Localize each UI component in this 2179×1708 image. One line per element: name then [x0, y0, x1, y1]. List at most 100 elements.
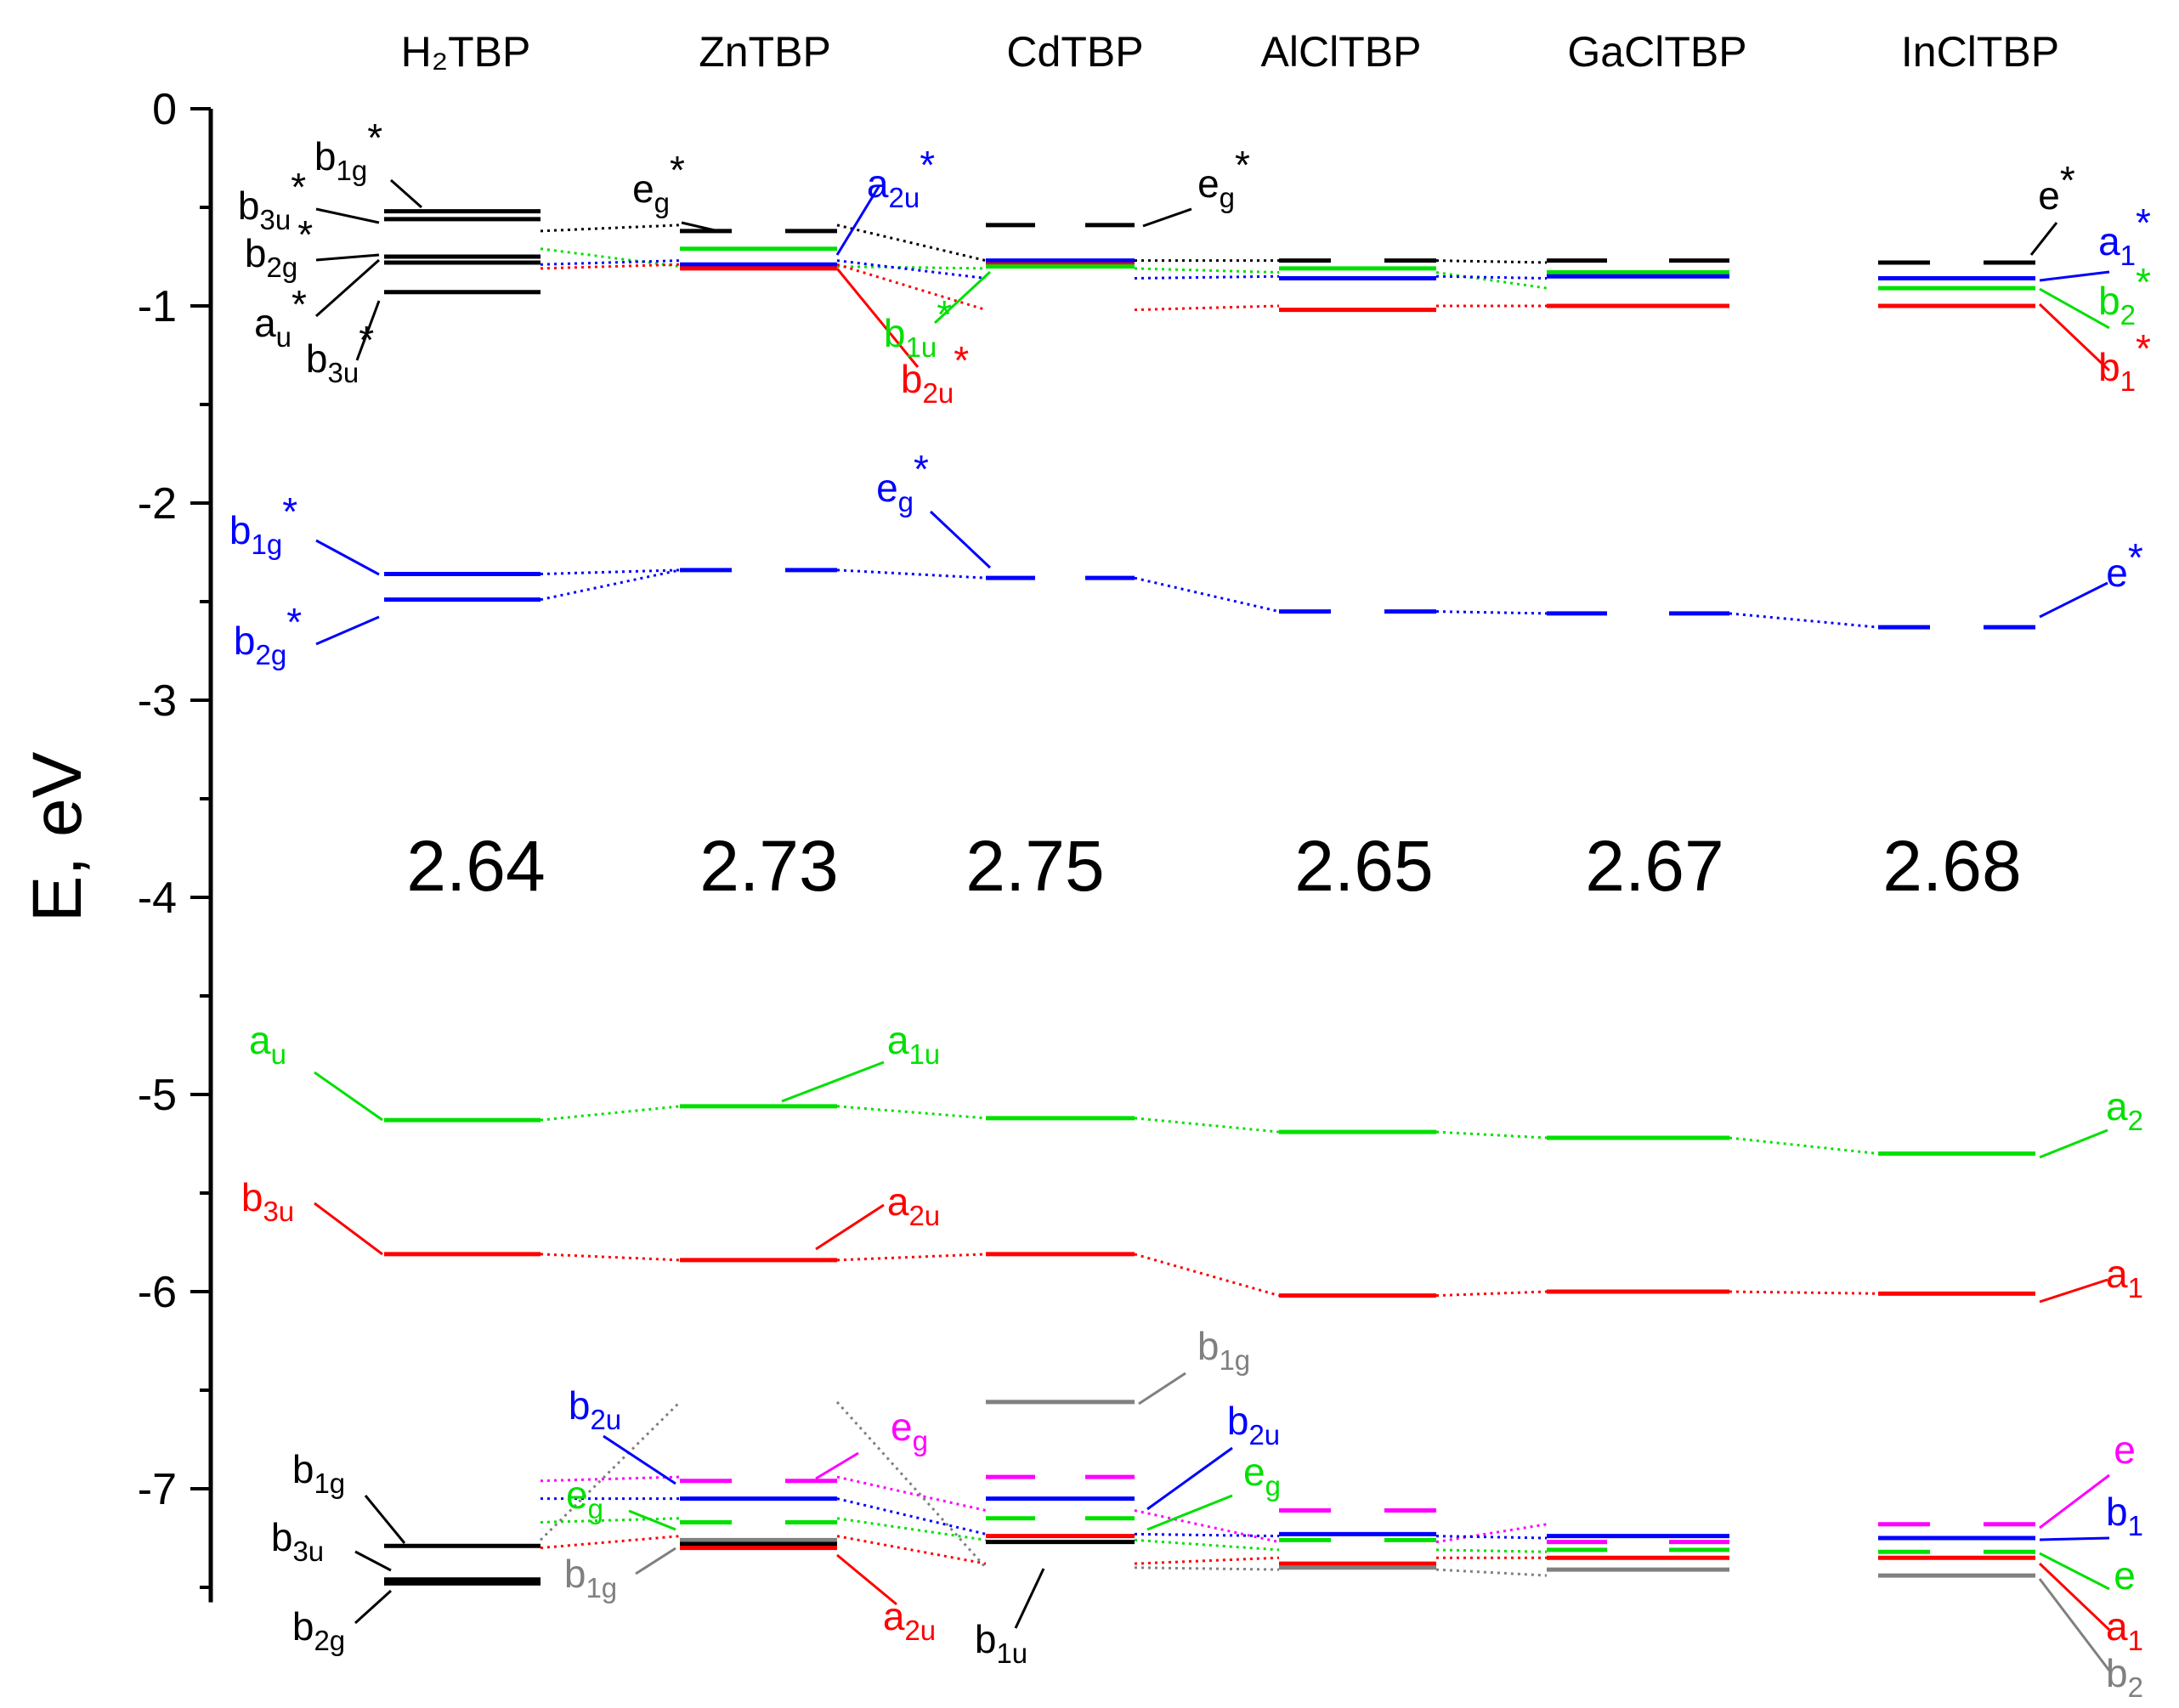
correlation-line: [1435, 1130, 1548, 1140]
orbital-label: b2g*: [245, 212, 313, 283]
orbital-label: eg*: [1197, 143, 1250, 213]
label-leader-line: [364, 1495, 406, 1544]
orbital-label: a2u: [883, 1594, 936, 1646]
correlation-line: [1134, 304, 1280, 312]
correlation-line: [1134, 1532, 1280, 1538]
label-leader-line: [2039, 1278, 2108, 1304]
label-leader-line: [315, 207, 380, 224]
label-leader-line: [354, 1550, 392, 1572]
label-leader-line: [681, 221, 719, 233]
orbital-label: a2u*: [867, 143, 935, 213]
label-leader-line: [390, 178, 422, 209]
correlation-line: [539, 1400, 682, 1541]
label-leader-line: [2038, 303, 2111, 372]
homo-lumo-gap-value: 2.65: [1294, 826, 1434, 906]
correlation-lines: [539, 223, 1879, 1577]
correlation-line: [1435, 1568, 1548, 1577]
orbital-label: b3u: [271, 1515, 324, 1567]
orbital-label: b3u*: [238, 165, 306, 235]
orbital-label: b3u*: [306, 318, 374, 388]
correlation-line: [836, 223, 987, 263]
correlation-line: [1435, 610, 1548, 615]
homo-lumo-gap-value: 2.68: [1882, 826, 2022, 906]
label-leader-line: [628, 1509, 676, 1531]
label-leader-line: [314, 1071, 383, 1122]
correlation-line: [1729, 1136, 1879, 1156]
compound-label: CdTBP: [1006, 28, 1143, 76]
y-axis: 0 -1 -2 -3 -4 -5 -6 -7 E, eV: [19, 85, 213, 1603]
correlation-line: [540, 568, 681, 576]
correlation-line: [1729, 1290, 1879, 1295]
y-axis-title: E, eV: [19, 751, 96, 922]
label-leader-line: [354, 1589, 393, 1625]
label-leader-lines: [314, 178, 2111, 1671]
correlation-line: [1134, 1253, 1280, 1298]
orbital-label: a1: [2106, 1604, 2143, 1656]
correlation-line: [540, 1253, 681, 1262]
correlation-line: [540, 247, 681, 269]
y-tick-label: -1: [138, 282, 177, 331]
label-leader-line: [1146, 1494, 1233, 1531]
correlation-line: [836, 263, 987, 312]
label-leader-line: [315, 615, 380, 646]
y-tick-label: -3: [138, 676, 177, 726]
orbital-label: e*: [2106, 535, 2143, 595]
correlation-line: [1435, 1548, 1548, 1553]
correlation-line: [836, 568, 987, 580]
correlation-line: [540, 259, 681, 266]
correlation-line: [1134, 267, 1280, 274]
label-leader-line: [314, 1202, 383, 1256]
label-leader-line: [815, 1203, 885, 1251]
compound-label: GaClTBP: [1567, 28, 1746, 76]
orbital-label: eg: [566, 1473, 603, 1524]
correlation-line: [1435, 1290, 1548, 1298]
correlation-line: [540, 1517, 681, 1524]
orbital-label: b2u*: [901, 338, 969, 409]
label-leader-line: [2038, 1562, 2111, 1632]
orbital-label: a1: [2106, 1252, 2143, 1304]
orbital-label: b1g*: [314, 116, 382, 186]
correlation-line: [1435, 274, 1548, 280]
orbital-label: b2u: [1227, 1399, 1280, 1451]
correlation-line: [836, 1475, 987, 1512]
orbital-label: b1: [2106, 1490, 2143, 1541]
y-tick-label: 0: [152, 85, 177, 134]
label-leader-line: [933, 270, 992, 325]
label-leader-line: [835, 184, 881, 256]
label-leader-line: [1014, 1568, 1045, 1629]
correlation-line: [1435, 259, 1548, 264]
correlation-line: [540, 1105, 681, 1122]
orbital-label: b1g: [292, 1447, 345, 1499]
orbital-label: b2g: [292, 1604, 345, 1656]
correlation-line: [1435, 1523, 1548, 1544]
label-leader-line: [1138, 1371, 1186, 1405]
correlation-line: [1134, 576, 1280, 614]
correlation-line: [540, 223, 681, 233]
homo-lumo-gap-value: 2.73: [699, 826, 839, 906]
correlation-line: [836, 1105, 987, 1120]
label-leader-line: [1142, 207, 1192, 228]
correlation-line: [1134, 1556, 1280, 1565]
label-leader-line: [355, 300, 381, 361]
orbital-label: b3u: [241, 1175, 294, 1227]
compound-label: ZnTBP: [699, 28, 831, 76]
orbital-label: b1g*: [229, 489, 297, 560]
y-tick-label: -7: [138, 1465, 177, 1514]
orbital-label: a1u: [887, 1018, 940, 1070]
label-leader-line: [315, 253, 380, 262]
orbital-label: b1u: [975, 1617, 1027, 1669]
compound-headers: H₂TBP 2.64 ZnTBP 2.73 CdTBP 2.75 AlClTBP 2.65 Ga…: [401, 28, 2059, 906]
orbital-label: b1u*: [884, 292, 952, 363]
label-leader-line: [2039, 1552, 2110, 1591]
compound-label: H₂TBP: [401, 28, 531, 76]
orbital-label: b1g: [1197, 1324, 1250, 1376]
label-leader-line: [315, 539, 380, 576]
correlation-line: [835, 1400, 988, 1569]
correlation-line: [1134, 1117, 1280, 1134]
label-leader-line: [815, 1451, 859, 1480]
label-leader-line: [836, 1553, 897, 1606]
orbital-label: b1g: [564, 1552, 617, 1603]
label-leader-line: [2039, 270, 2110, 282]
correlation-line: [1134, 274, 1280, 280]
